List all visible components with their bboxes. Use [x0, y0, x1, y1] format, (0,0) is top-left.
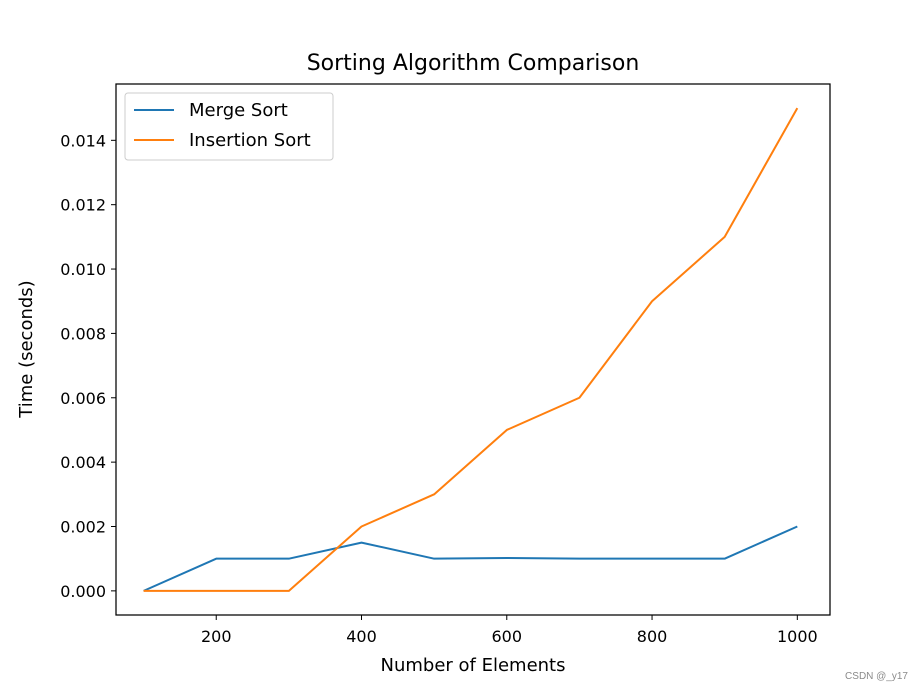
plot-frame	[115, 83, 831, 616]
y-tick-label: 0.006	[60, 389, 106, 408]
x-tick-label: 800	[637, 627, 668, 646]
plot-area	[115, 83, 831, 616]
y-tick-label: 0.010	[60, 260, 106, 279]
x-tick-label: 600	[492, 627, 523, 646]
series-line-merge-sort	[143, 525, 798, 592]
x-tick-label: 200	[201, 627, 232, 646]
legend-label-merge-sort: Merge Sort	[189, 100, 288, 121]
x-tick-label: 1000	[777, 627, 818, 646]
watermark: CSDN @_y17	[845, 671, 908, 682]
legend: Merge Sort Insertion Sort	[124, 92, 334, 161]
legend-box	[124, 92, 334, 161]
legend-label-insertion-sort: Insertion Sort	[189, 130, 311, 151]
x-axis: 200 400 600 800 1000	[201, 615, 818, 646]
y-axis: 0.000 0.002 0.004 0.006 0.008 0.010 0.012 0.014	[60, 131, 116, 601]
series-line-insertion-sort	[143, 107, 799, 592]
series-lines	[143, 107, 799, 592]
y-tick-label: 0.004	[60, 453, 106, 472]
y-axis-label: Time (seconds)	[16, 280, 37, 418]
y-tick-label: 0.000	[60, 582, 106, 601]
y-tick-label: 0.012	[60, 196, 106, 215]
x-axis-label: Number of Elements	[380, 655, 565, 676]
y-tick-label: 0.008	[60, 324, 106, 343]
chart-title: Sorting Algorithm Comparison	[307, 51, 640, 76]
x-tick-label: 400	[346, 627, 377, 646]
y-tick-label: 0.002	[60, 518, 106, 537]
y-tick-label: 0.014	[60, 131, 106, 150]
